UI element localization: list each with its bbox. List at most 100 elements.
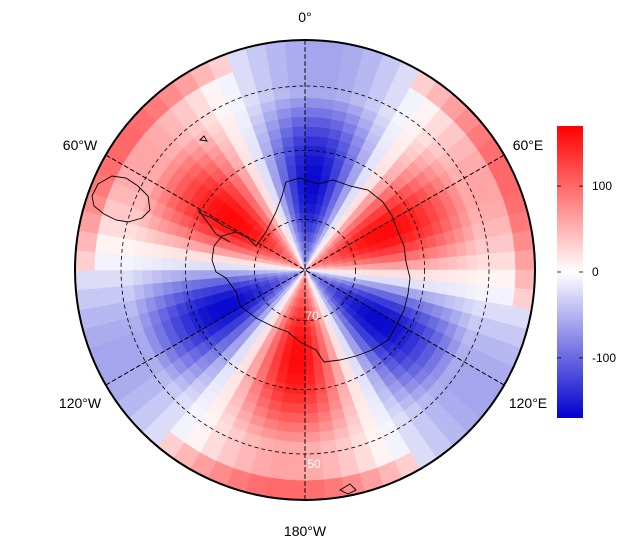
field-cell xyxy=(333,266,344,271)
field-cell xyxy=(103,269,115,288)
field-cell xyxy=(304,135,318,147)
field-cell xyxy=(304,422,320,434)
field-cell xyxy=(486,269,497,288)
field-cell xyxy=(524,249,535,271)
field-cell xyxy=(292,393,306,405)
field-cell xyxy=(290,422,306,434)
field-cell xyxy=(199,260,210,271)
field-cell xyxy=(486,252,497,271)
label-0-deg: 0° xyxy=(298,9,311,25)
field-cell xyxy=(409,259,421,271)
field-cell xyxy=(141,269,153,285)
field-cell xyxy=(171,280,183,294)
field-cell xyxy=(291,116,306,128)
field-cell xyxy=(171,246,183,260)
graticule xyxy=(105,40,505,500)
field-cell xyxy=(281,136,295,148)
field-cell xyxy=(286,470,306,482)
colorbar-tick-label: 0 xyxy=(592,265,599,279)
field-cell xyxy=(304,431,321,443)
field-cell xyxy=(514,269,526,290)
field-cell xyxy=(304,173,314,185)
field-cell xyxy=(304,68,323,80)
field-cell xyxy=(505,269,517,289)
map-border xyxy=(74,39,536,501)
field-cell xyxy=(287,78,306,89)
field-cell xyxy=(304,183,313,194)
field-cell xyxy=(427,280,439,294)
field-cell xyxy=(304,470,324,482)
field-cell xyxy=(189,259,201,271)
field-cell xyxy=(292,135,306,147)
field-cell xyxy=(287,68,306,80)
field-cell xyxy=(342,265,354,271)
field-cell xyxy=(447,269,459,284)
field-cell xyxy=(304,106,320,118)
field-cell xyxy=(505,251,517,271)
field-cell xyxy=(408,249,420,262)
field-cell xyxy=(297,183,306,194)
field-cell xyxy=(304,479,325,491)
field-cell xyxy=(122,269,134,287)
field-cell xyxy=(299,212,306,223)
field-cell xyxy=(84,269,96,290)
field-cell xyxy=(93,269,105,289)
latitude-circle xyxy=(184,149,425,390)
field-cell xyxy=(301,231,306,242)
colorbar-tick-label: -100 xyxy=(592,351,616,365)
field-cell xyxy=(457,255,469,271)
field-cell xyxy=(310,335,319,347)
field-cell xyxy=(438,257,450,271)
field-cell xyxy=(228,275,240,284)
field-cell xyxy=(390,261,402,271)
field-cell xyxy=(304,489,326,500)
field-cell xyxy=(400,260,411,271)
field-cell xyxy=(304,87,322,99)
field-cell xyxy=(170,269,182,283)
field-cell xyxy=(291,193,300,205)
field-cell xyxy=(151,256,163,271)
field-cell xyxy=(286,164,297,176)
field-cell xyxy=(304,116,319,128)
field-cell xyxy=(295,164,306,175)
colorbar-gradient xyxy=(557,126,583,418)
field-cell xyxy=(514,250,526,271)
label-120e: 120°E xyxy=(509,395,547,411)
field-cell xyxy=(438,269,450,283)
field-cell xyxy=(288,441,306,453)
field-cell xyxy=(286,58,306,70)
field-cell xyxy=(304,441,322,453)
field-cell xyxy=(476,269,488,287)
field-cell xyxy=(304,374,316,386)
colorbar: 100 0 -100 xyxy=(557,126,616,418)
field-cell xyxy=(170,257,182,271)
field-cell xyxy=(141,255,153,271)
field-cell xyxy=(304,393,318,405)
meridian-labels: 0° 60°W 60°E 120°W 120°E 180°W xyxy=(59,9,547,539)
field-cell xyxy=(297,346,306,357)
field-cell xyxy=(304,58,324,70)
field-cell xyxy=(132,269,144,286)
field-cell xyxy=(466,269,478,286)
field-cell xyxy=(466,254,478,271)
field-cell xyxy=(122,253,134,271)
label-120w: 120°W xyxy=(59,395,102,411)
field-cell xyxy=(285,479,306,491)
field-cell xyxy=(447,256,459,271)
field-cell xyxy=(189,269,201,281)
field-cell xyxy=(304,365,315,376)
field-cell xyxy=(315,136,329,148)
field-cell xyxy=(304,412,319,424)
field-cell xyxy=(304,326,312,338)
field-cell xyxy=(304,125,318,137)
field-cell xyxy=(304,154,316,166)
field-layer xyxy=(75,40,535,500)
field-cell xyxy=(284,40,306,51)
field-cell xyxy=(381,262,392,271)
field-cell xyxy=(428,257,440,271)
colorbar-ticks: 100 0 -100 xyxy=(557,179,616,365)
field-cell xyxy=(304,49,325,61)
field-cell xyxy=(292,403,306,415)
field-cell xyxy=(285,49,306,61)
